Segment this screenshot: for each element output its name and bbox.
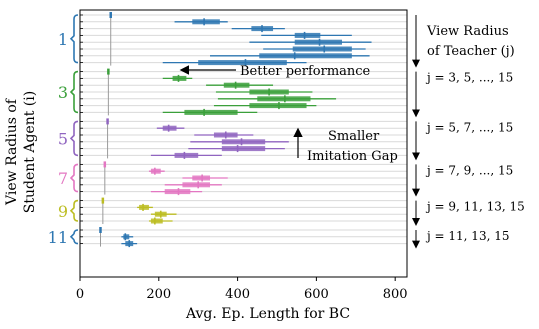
data-box <box>192 19 220 25</box>
data-box <box>292 46 352 52</box>
data-box <box>221 146 266 152</box>
teacher-title-line1: View Radius <box>426 24 509 39</box>
group-bracket <box>69 229 79 245</box>
data-box <box>184 109 238 115</box>
smaller-gap-label-line2: Imitation Gap <box>307 149 398 164</box>
data-box <box>139 204 149 210</box>
smaller-gap-label-line1: Smaller <box>328 129 380 144</box>
teacher-radius-label: j = 7, 9, ..., 15 <box>425 163 513 177</box>
x-ticks: 0 200 400 600 800 <box>76 277 408 302</box>
data-box <box>150 218 163 224</box>
y-axis-label-line2: Student Agent (i) <box>22 91 38 213</box>
x-tick-label: 600 <box>304 287 329 302</box>
data-box <box>223 82 250 88</box>
x-tick-label: 200 <box>146 287 171 302</box>
y-axis-label-line1: View Radius of <box>4 97 20 206</box>
student-radius-label: 7 <box>58 169 68 188</box>
student-radius-label: 9 <box>58 202 68 221</box>
group-bracket <box>69 70 79 114</box>
data-box <box>294 39 342 45</box>
data-box <box>257 96 311 102</box>
teacher-radius-label: j = 9, 11, 13, 15 <box>425 200 525 214</box>
teacher-radius-label: j = 3, 5, ..., 15 <box>425 71 513 85</box>
group-bracket <box>69 163 79 193</box>
teacher-radius-label: j = 11, 13, 15 <box>425 229 509 243</box>
data-box <box>172 75 187 81</box>
x-axis-label: Avg. Ep. Length for BC <box>185 306 350 322</box>
teacher-title-line2: of Teacher (j) <box>427 44 515 59</box>
better-performance-label: Better performance <box>240 64 371 79</box>
data-box <box>164 189 191 195</box>
data-box <box>294 32 321 38</box>
student-radius-label: 5 <box>58 129 68 148</box>
group-bracket <box>69 199 79 222</box>
plot-frame <box>79 9 408 278</box>
data-box <box>221 139 266 145</box>
student-radius-label: 11 <box>48 228 68 247</box>
group-bracket <box>69 120 79 157</box>
teacher-radius-label: j = 5, 7, ..., 15 <box>425 120 513 134</box>
student-radius-label: 1 <box>58 30 68 49</box>
right-labels: j = 3, 5, ..., 15 j = 5, 7, ..., 15 j = 7,… <box>412 15 525 249</box>
data-box <box>192 175 211 181</box>
data-box <box>123 234 130 240</box>
data-box <box>174 152 199 158</box>
x-tick-label: 0 <box>76 287 84 302</box>
x-tick-label: 800 <box>383 287 408 302</box>
student-radius-label: 3 <box>58 83 68 102</box>
data-box <box>249 103 307 109</box>
data-box <box>150 168 161 174</box>
data-box <box>198 60 287 66</box>
data-box <box>259 53 352 59</box>
data-box <box>162 125 177 131</box>
x-tick-label: 400 <box>225 287 250 302</box>
group-bracket <box>69 14 79 64</box>
data-box <box>182 182 211 188</box>
groups-layer: 1 3 5 7 9 11 <box>48 12 407 248</box>
